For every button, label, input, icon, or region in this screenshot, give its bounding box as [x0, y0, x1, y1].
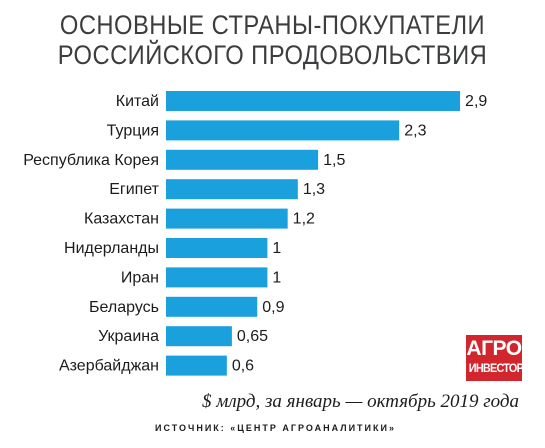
agroinvestor-logo: АГРО ИНВЕСТОР — [466, 335, 522, 381]
category-label: Китай — [116, 93, 159, 110]
chart-title-line-1: ОСНОВНЫЕ СТРАНЫ-ПОКУПАТЕЛИ — [59, 10, 486, 40]
value-label: 1 — [272, 240, 281, 257]
bar — [166, 326, 232, 347]
value-label: 1,3 — [303, 181, 325, 198]
category-label: Украина — [98, 328, 159, 345]
category-label: Нидерланды — [64, 240, 159, 257]
bar — [166, 179, 298, 200]
logo-text-line-2: ИНВЕСТОР — [468, 361, 522, 375]
source-note: ИСТОЧНИК: «ЦЕНТР АГРОАНАЛИТИКИ» — [155, 423, 396, 433]
bar — [166, 296, 258, 317]
category-label: Азербайджан — [59, 358, 159, 375]
value-label: 2,9 — [465, 93, 487, 110]
value-label: 0,6 — [232, 358, 254, 375]
value-label: 0,9 — [262, 299, 284, 316]
category-label: Республика Корея — [23, 152, 159, 169]
category-label: Иран — [121, 269, 159, 286]
bar — [166, 355, 227, 376]
category-label: Казахстан — [84, 211, 159, 228]
bar — [166, 208, 288, 229]
category-label: Турция — [107, 122, 159, 139]
value-label: 0,65 — [237, 328, 268, 345]
bar — [166, 120, 400, 141]
category-label: Беларусь — [89, 299, 159, 316]
value-label: 1,5 — [323, 152, 345, 169]
bar — [166, 91, 461, 111]
bar — [166, 267, 268, 288]
bar — [166, 149, 319, 170]
units-note: $ млрд, за январь — октябрь 2019 года — [202, 391, 519, 412]
chart-title-line-2: РОССИЙСКОГО ПРОДОВОЛЬСТВИЯ — [57, 40, 488, 70]
bar — [166, 238, 268, 258]
value-label: 1 — [272, 269, 281, 286]
value-label: 2,3 — [404, 122, 426, 139]
logo-text-line-1: АГРО — [466, 337, 522, 360]
value-label: 1,2 — [293, 211, 315, 228]
category-label: Египет — [109, 181, 159, 198]
